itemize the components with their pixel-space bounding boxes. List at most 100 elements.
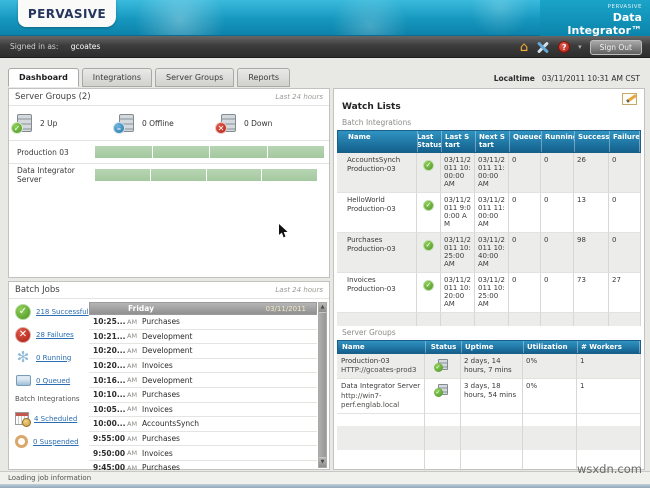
next-start-cell: 03/11/2011 11:00:00 AM [475,152,509,193]
job-name: AccountsSynch [142,419,200,429]
empty-cell [337,449,425,488]
job-name: Invoices [142,448,173,458]
empty-cell [425,425,461,450]
job-name: Purchases [142,390,180,400]
queued-box-icon [16,375,31,386]
server-groups-range: Last 24 hours [275,93,323,101]
job-time: 10:00... [93,419,126,429]
failures-link[interactable]: 28 Failures [36,330,74,339]
edit-watchlist-icon[interactable] [622,93,637,105]
scroll-up-icon[interactable]: ▲ [319,303,326,312]
job-row[interactable]: 9:55:00 AM Purchases [89,432,317,447]
queued-link[interactable]: 0 Queued [36,376,71,385]
job-row[interactable]: 10:10... AM Purchases [89,388,317,403]
col-last-start: Last Start [442,131,476,152]
tab-reports[interactable]: Reports [237,68,291,87]
col-name: Name [338,340,426,354]
job-time: 10:05... [93,404,126,414]
empty-cell [461,449,523,488]
queued-cell: 0 [509,152,541,193]
table-row: AccountsSynch Production-03 ✓ 03/11/2011 … [337,152,641,193]
col-utilization: Utilization [524,340,578,354]
up-count-label: 2 Up [40,118,58,128]
col-next-start: Next Start [476,131,510,152]
job-row[interactable]: 10:25... AM Purchases [89,315,317,330]
check-icon: ✓ [433,388,443,398]
server-status-stats: ✓ 2 Up – 0 Offline ✕ 0 Down [9,106,329,140]
batch-integrations-table: Name Last Status Last Start Next Start Q… [337,130,641,326]
job-name: Development [142,331,193,341]
failures-cell: 0 [609,152,641,193]
server-group-name: Data Integrator Server [341,382,421,391]
scheduled-link[interactable]: 4 Scheduled [34,414,78,423]
server-groups-panel: Server Groups (2) Last 24 hours ✓ 2 Up –… [8,88,330,278]
running-spinner-icon: ✻ [16,348,30,366]
next-start-cell: 03/11/2011 10:25:00 AM [475,272,509,313]
job-time: 10:16... [93,375,126,385]
server-group-name: Production-03 [341,357,390,366]
watch-lists-title: Watch Lists [342,102,401,112]
successful-cell: 73 [574,272,609,313]
scrollbar-thumb[interactable] [319,313,326,457]
session-toolbar: Signed in as: gcoates ⌂ ? ▾ Sign Out [0,36,650,58]
next-start-cell: 03/11/2011 10:40:00 AM [475,232,509,273]
job-meridiem: AM [127,346,138,355]
empty-cell [577,425,641,450]
integration-name: HelloWorld [347,195,385,204]
bar-segment [95,146,152,158]
empty-cell [425,449,461,488]
offline-icon: – [113,122,125,134]
status-bar: Loading job information [0,471,650,484]
job-list-scrollbar[interactable]: ▲ ▼ [318,302,327,468]
batch-jobs-range: Last 24 hours [275,286,323,294]
status-cell: ✓ [425,354,461,380]
job-row[interactable]: 10:00... AM AccountsSynch [89,417,317,432]
job-meridiem: AM [127,419,138,428]
failure-cross-icon: ✕ [15,326,31,343]
uptime-bar [95,169,317,181]
job-meridiem: AM [127,376,138,385]
settings-wrench-icon[interactable] [536,40,550,54]
job-name: Invoices [142,361,173,371]
server-groups-subtitle: Server Groups [342,327,396,337]
scroll-down-icon[interactable]: ▼ [319,458,326,467]
job-row[interactable]: 10:05... AM Invoices [89,403,317,418]
col-successful: Successful [575,131,610,152]
sign-out-button[interactable]: Sign Out [589,39,642,55]
calendar-icon [15,412,31,427]
server-uptime-row: Production 03 [9,140,329,163]
help-icon[interactable]: ? [558,41,571,53]
job-row[interactable]: 10:20... AM Development [89,344,317,359]
job-row[interactable]: 9:50:00 AM Invoices [89,446,317,461]
pervasive-logo-text: PERVASIVE [27,6,107,21]
bar-segment [150,169,206,181]
integration-group: Production-03 [347,204,396,213]
status-ok-icon: ✓ [423,239,434,251]
integration-name-cell: AccountsSynch Production-03 [337,152,417,193]
running-cell: 0 [541,152,574,193]
success-check-icon: ✓ [15,303,31,320]
table-row: Production-03 HTTP://gcoates-prod3 ✓ 2 da… [337,354,641,380]
home-icon[interactable]: ⌂ [519,39,529,55]
tab-dashboard[interactable]: Dashboard [8,68,79,87]
last-start-cell: 03/11/2011 10:25:00 AM [441,232,475,273]
successful-link[interactable]: 218 Successful [36,307,89,316]
col-failures: Failures [610,131,640,152]
empty-cell [425,413,461,426]
empty-cell [523,449,577,488]
job-row[interactable]: 10:20... AM Invoices [89,359,317,374]
tab-server-groups[interactable]: Server Groups [155,68,235,87]
empty-cell [577,413,641,426]
server-name: Data Integrator Server [17,166,75,184]
next-start-cell: 03/11/2011 11:00:00 AM [475,192,509,233]
stat-offline: – 0 Offline [113,114,221,134]
job-row[interactable]: 10:21... AM Development [89,330,317,345]
table-row: Data Integrator Server http://win7-perf.e… [337,379,641,414]
running-link[interactable]: 0 Running [36,353,72,362]
suspended-link[interactable]: 0 Suspended [33,437,79,446]
job-time: 9:55:00 [93,434,126,444]
status-cell: ✓ [417,192,441,233]
tab-integrations[interactable]: Integrations [81,68,153,87]
chevron-down-icon[interactable]: ▾ [578,43,582,51]
job-row[interactable]: 10:16... AM Development [89,373,317,388]
